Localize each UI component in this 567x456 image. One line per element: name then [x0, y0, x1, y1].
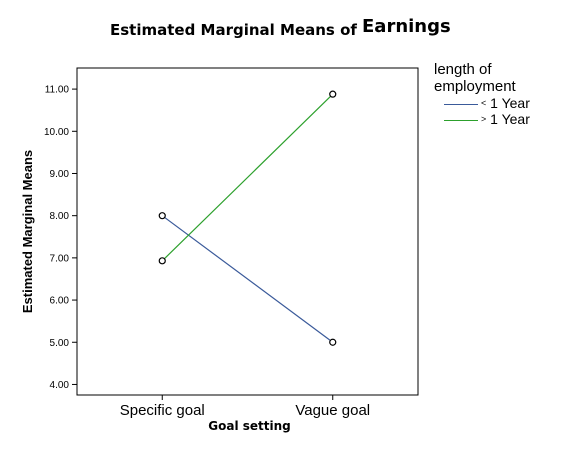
y-tick-label: 7.00 — [50, 253, 70, 264]
chart-title-emphasis: Earnings — [362, 16, 451, 37]
legend-title: length of employment — [434, 61, 516, 95]
y-tick-label: 10.00 — [44, 127, 69, 138]
legend-symbol: > — [481, 114, 487, 124]
legend-text: 1 Year — [490, 95, 530, 111]
y-axis-label: Estimated Marginal Means — [20, 150, 35, 313]
chart-title-text: Estimated Marginal Means of — [110, 21, 357, 39]
x-axis-label: Goal setting — [208, 419, 290, 433]
y-tick-label: 6.00 — [50, 296, 70, 307]
legend-label-greater-than-1-year: > 1 Year — [481, 111, 530, 127]
data-point-1-1 — [329, 90, 337, 98]
legend-item-less-than-1-year: < 1 Year — [434, 95, 544, 111]
legend-swatch-less-than-1-year — [444, 104, 478, 105]
x-tick-label: Specific goal — [120, 402, 205, 419]
series-line-0 — [161, 215, 334, 343]
y-tick-label: 4.00 — [50, 380, 70, 391]
legend: length of employment < 1 Year > 1 Year — [434, 61, 544, 127]
legend-text: 1 Year — [490, 111, 530, 127]
data-point-1-0 — [158, 257, 166, 265]
series-markers — [158, 90, 337, 346]
x-axis: Specific goal Vague goal — [120, 395, 370, 419]
series-lines — [161, 93, 334, 343]
legend-label-less-than-1-year: < 1 Year — [481, 95, 530, 111]
y-tick-label: 8.00 — [50, 211, 70, 222]
legend-item-greater-than-1-year: > 1 Year — [434, 111, 544, 127]
legend-swatch-greater-than-1-year — [444, 120, 478, 121]
plot-frame — [76, 67, 419, 396]
data-point-0-0 — [158, 212, 166, 220]
y-tick-label: 5.00 — [50, 338, 70, 349]
data-point-0-1 — [329, 338, 337, 346]
series-line-1 — [161, 93, 334, 262]
y-tick-label: 11.00 — [45, 85, 70, 96]
legend-symbol: < — [481, 98, 487, 108]
y-axis: 4.00 5.00 6.00 7.00 8.00 9.00 10.00 11.00 — [44, 85, 77, 391]
y-tick-label: 9.00 — [50, 169, 70, 180]
x-tick-label: Vague goal — [295, 402, 370, 419]
